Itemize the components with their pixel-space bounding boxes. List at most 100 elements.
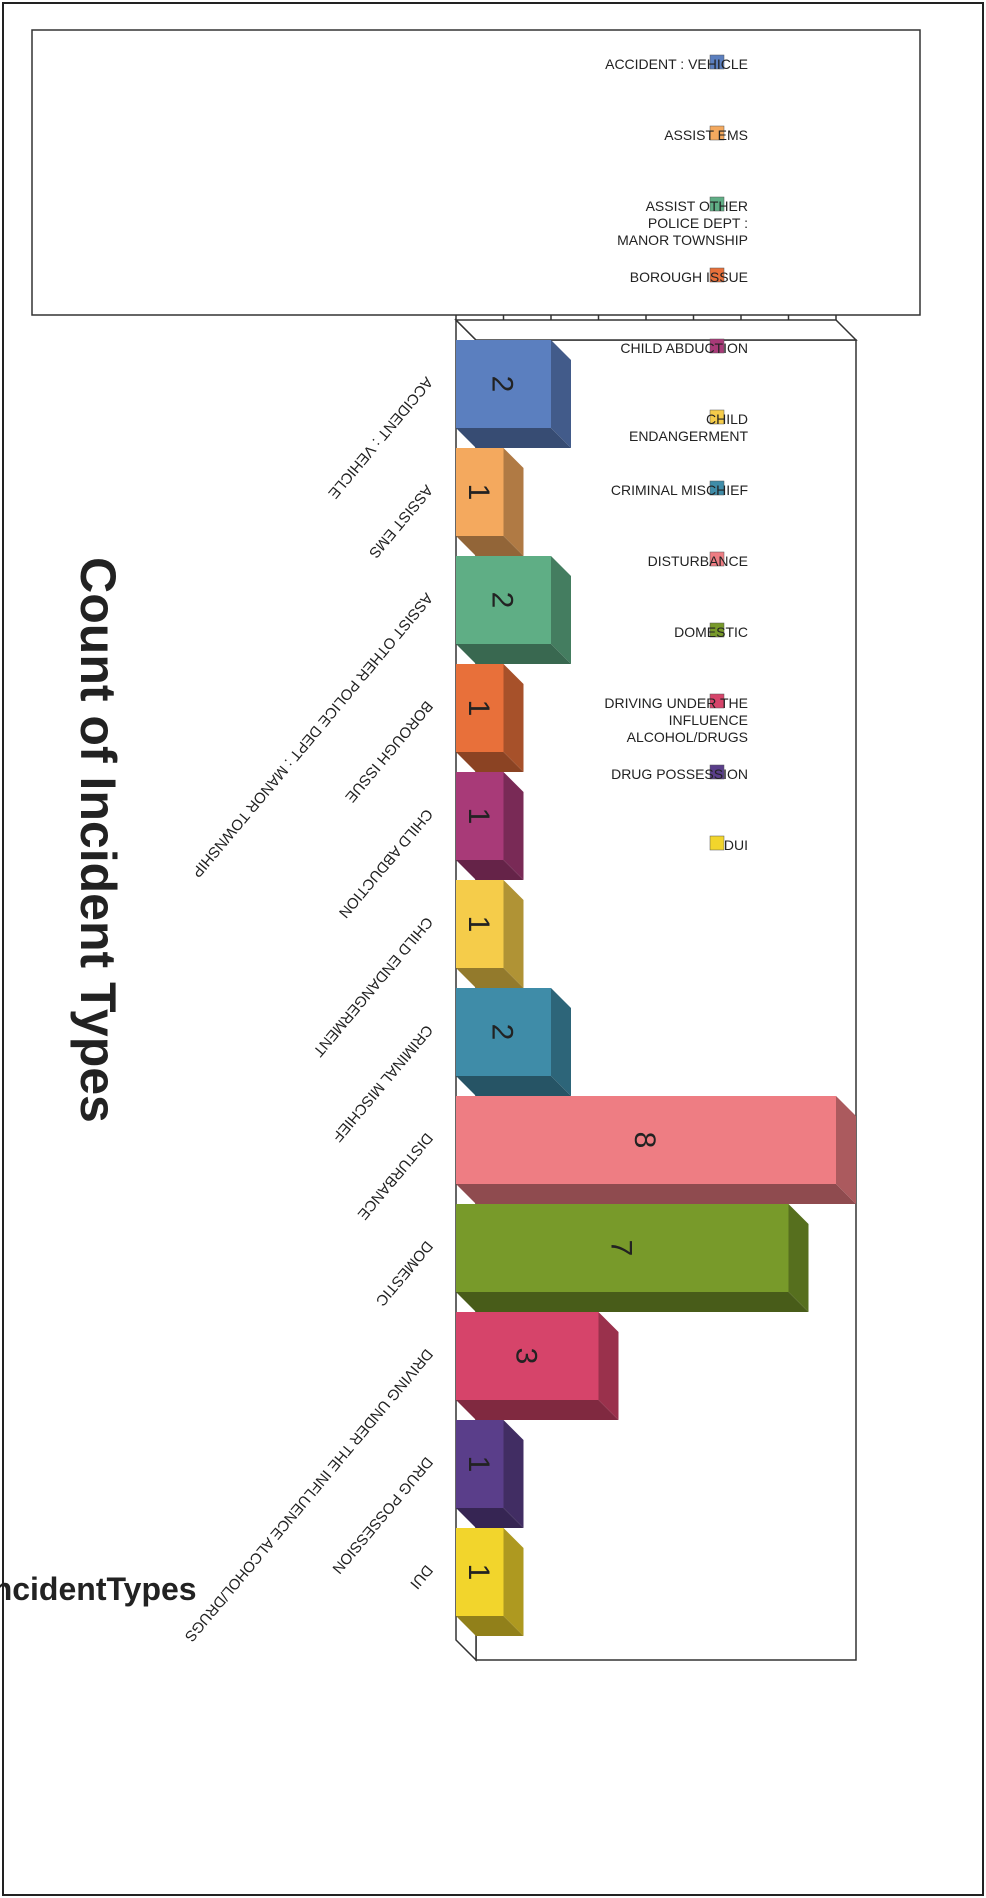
legend-item: CHILD ABDUCTION [620, 338, 748, 356]
bar-side-face [456, 860, 524, 880]
bar-value-label: 1 [462, 484, 495, 501]
legend-label-line: DUI [724, 837, 748, 853]
bar-side-face [456, 1508, 524, 1528]
legend: ACCIDENT : VEHICLE ASSIST EMS ASSIST OTHER… [604, 54, 748, 853]
bar-value-label: 2 [486, 592, 519, 609]
bar-side-face [456, 1292, 809, 1312]
bar-front-face [456, 1528, 504, 1616]
legend-item: DOMESTIC [674, 622, 748, 640]
legend-label: ASSIST OTHER POLICE DEPT : MANOR TOWNSHIP [617, 198, 748, 248]
bar-front-face [456, 1204, 789, 1292]
bar: 1 [456, 448, 524, 556]
legend-item: ASSIST OTHER POLICE DEPT : MANOR TOWNSHIP [617, 196, 748, 248]
legend-label-line: DISTURBANCE [648, 553, 748, 569]
legend-label-line: INFLUENCE [669, 712, 748, 728]
bar-front-face [456, 556, 551, 644]
bar-value-label: 8 [628, 1132, 661, 1149]
bar-side-face [456, 1076, 571, 1096]
bar-front-face [456, 1420, 504, 1508]
legend-label: DOMESTIC [674, 624, 748, 640]
legend-swatch [709, 764, 725, 780]
bar-top-face [788, 1204, 809, 1312]
legend-swatch [709, 693, 725, 709]
legend-label: DISTURBANCE [648, 553, 748, 569]
bar-front-face [456, 880, 504, 968]
legend-swatch [709, 338, 725, 354]
bar-side-face [456, 644, 571, 664]
bar-front-face [456, 340, 551, 428]
legend-label-line: DRIVING UNDER THE [604, 695, 748, 711]
bar: 2 [456, 556, 571, 664]
bar: 8 [456, 1096, 856, 1204]
legend-label: ACCIDENT : VEHICLE [605, 56, 748, 72]
bar-top-face [551, 556, 571, 664]
bar: 1 [456, 772, 524, 880]
legend-label: DUI [724, 837, 748, 853]
legend-item: BOROUGH ISSUE [630, 267, 748, 285]
bar-top-face [503, 880, 524, 988]
bar: 1 [456, 664, 524, 772]
bar-value-label: 2 [486, 376, 519, 393]
legend-swatch [709, 835, 725, 851]
bar-top-face [551, 340, 571, 448]
bar-value-label: 1 [462, 916, 495, 933]
legend-item: CRIMINAL MISCHIEF [611, 480, 748, 498]
bar-front-face [456, 1096, 836, 1184]
legend-label-line: MANOR TOWNSHIP [617, 232, 748, 248]
bar: 1 [456, 1420, 524, 1528]
bar-value-label: 3 [509, 1348, 542, 1365]
legend-label-line: POLICE DEPT : [648, 215, 748, 231]
legend-item: DRUG POSSESSION [611, 764, 748, 782]
legend-label-line: CHILD [706, 411, 748, 427]
bar: 2 [456, 340, 571, 448]
legend-label: CRIMINAL MISCHIEF [611, 482, 748, 498]
bar-top-face [503, 1420, 524, 1528]
bar-top-face [503, 664, 524, 772]
legend-item: DRIVING UNDER THE INFLUENCE ALCOHOL/DRUGS [604, 693, 748, 745]
legend-item: ACCIDENT : VEHICLE [605, 54, 748, 72]
bar-value-label: 1 [462, 1564, 495, 1581]
legend-label-line: DRUG POSSESSION [611, 766, 748, 782]
bar-side-face [456, 1616, 524, 1636]
legend-label: ASSIST EMS [664, 127, 748, 143]
legend-swatch [709, 622, 725, 638]
legend-label-line: BOROUGH ISSUE [630, 269, 748, 285]
legend-label-line: ASSIST OTHER [646, 198, 748, 214]
legend-label: DRIVING UNDER THE INFLUENCE ALCOHOL/DRUGS [604, 695, 748, 745]
bar: 1 [456, 1528, 524, 1636]
bar-side-face [456, 1184, 856, 1204]
legend-swatch [709, 125, 725, 141]
bar: 2 [456, 988, 571, 1096]
legend-label-line: ALCOHOL/DRUGS [627, 729, 748, 745]
chart-title: Count of Incident Types [70, 557, 126, 1123]
legend-item: DISTURBANCE [648, 551, 748, 569]
legend-label-line: ENDANGERMENT [629, 428, 748, 444]
bar-front-face [456, 772, 504, 860]
bar-value-label: 1 [462, 808, 495, 825]
legend-label: CHILD ENDANGERMENT [629, 411, 748, 444]
bar-front-face [456, 664, 504, 752]
bar-top-face [503, 1528, 524, 1636]
legend-swatch [709, 551, 725, 567]
bar-side-face [456, 1400, 619, 1420]
bar-top-face [836, 1096, 856, 1204]
legend-swatch [709, 196, 725, 212]
bar-side-face [456, 428, 571, 448]
legend-item: ASSIST EMS [664, 125, 748, 143]
legend-label-line: ASSIST EMS [664, 127, 748, 143]
legend-label: BOROUGH ISSUE [630, 269, 748, 285]
bar-value-label: 7 [604, 1240, 637, 1257]
legend-swatch [709, 409, 725, 425]
bar-side-face [456, 536, 524, 556]
legend-label: CHILD ABDUCTION [620, 340, 748, 356]
bar-front-face [456, 1312, 599, 1400]
legend-item: DUI [709, 835, 748, 853]
bar-side-face [456, 752, 524, 772]
legend-label-line: CHILD ABDUCTION [620, 340, 748, 356]
bars-layer: 2 1 2 1 1 1 2 8 7 3 1 1 [456, 340, 856, 1636]
bar-top-face [551, 988, 571, 1096]
bar-value-label: 1 [462, 1456, 495, 1473]
bar-top-face [503, 448, 524, 556]
plot-side-wall [454, 319, 858, 341]
